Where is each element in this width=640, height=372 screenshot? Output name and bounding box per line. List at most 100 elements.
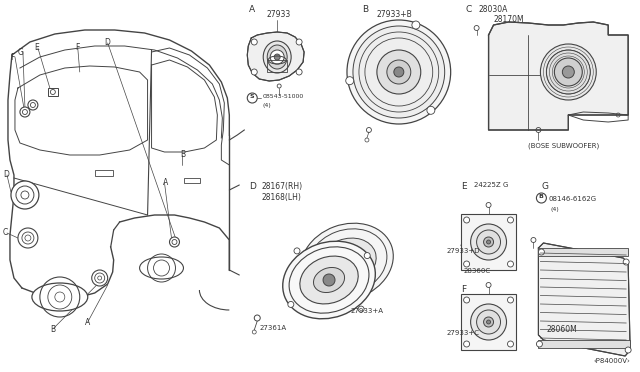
Text: 27933+C: 27933+C — [447, 330, 480, 336]
Circle shape — [254, 315, 260, 321]
Ellipse shape — [268, 45, 287, 69]
Circle shape — [427, 106, 435, 114]
Polygon shape — [247, 32, 304, 81]
Text: B: B — [50, 325, 55, 334]
Circle shape — [486, 320, 490, 324]
Text: C: C — [466, 5, 472, 14]
Polygon shape — [538, 243, 630, 356]
Polygon shape — [488, 22, 628, 130]
Ellipse shape — [332, 250, 362, 275]
Text: 28167(RH): 28167(RH) — [261, 182, 302, 191]
Text: 27933+B: 27933+B — [377, 10, 413, 19]
Circle shape — [288, 301, 294, 307]
Text: 28168(LH): 28168(LH) — [261, 193, 301, 202]
Text: B: B — [538, 194, 543, 199]
Text: D: D — [3, 170, 9, 179]
Text: (BOSE SUBWOOFER): (BOSE SUBWOOFER) — [529, 142, 600, 148]
Text: 27933: 27933 — [266, 10, 291, 19]
Text: (4): (4) — [262, 103, 271, 108]
Circle shape — [463, 261, 470, 267]
Circle shape — [294, 248, 300, 254]
Circle shape — [538, 249, 545, 255]
Text: E: E — [34, 43, 38, 52]
Text: S: S — [249, 94, 254, 99]
Text: 27933+A: 27933+A — [351, 308, 384, 314]
Text: C: C — [3, 228, 8, 237]
Bar — [48, 88, 58, 96]
Text: B: B — [362, 5, 368, 14]
Circle shape — [508, 217, 513, 223]
Text: (4): (4) — [550, 207, 559, 212]
Circle shape — [20, 107, 30, 117]
Ellipse shape — [300, 256, 358, 304]
Circle shape — [508, 297, 513, 303]
Circle shape — [470, 224, 506, 260]
Circle shape — [463, 217, 470, 223]
Circle shape — [412, 21, 420, 29]
Circle shape — [11, 181, 39, 209]
Circle shape — [540, 44, 596, 100]
Text: G: G — [18, 48, 24, 57]
Text: 08146-6162G: 08146-6162G — [548, 196, 596, 202]
Circle shape — [623, 259, 629, 265]
Circle shape — [252, 39, 257, 45]
Text: F: F — [461, 285, 466, 294]
Circle shape — [508, 261, 513, 267]
Text: D: D — [249, 182, 256, 191]
Circle shape — [547, 50, 590, 94]
Circle shape — [358, 306, 364, 312]
Text: 27933+D: 27933+D — [447, 248, 480, 254]
Circle shape — [346, 77, 354, 85]
Circle shape — [484, 237, 493, 247]
Circle shape — [353, 26, 445, 118]
Text: G: G — [541, 182, 548, 191]
Text: F: F — [75, 43, 79, 52]
Circle shape — [296, 69, 302, 75]
Bar — [268, 60, 287, 72]
Circle shape — [536, 341, 543, 347]
Circle shape — [18, 228, 38, 248]
Text: 27361A: 27361A — [259, 325, 286, 331]
Circle shape — [477, 230, 500, 254]
Circle shape — [470, 304, 506, 340]
Circle shape — [364, 253, 370, 259]
Circle shape — [463, 341, 470, 347]
Circle shape — [170, 237, 179, 247]
Bar — [95, 170, 113, 176]
Circle shape — [296, 39, 302, 45]
Circle shape — [323, 274, 335, 286]
Bar — [538, 248, 628, 256]
Circle shape — [477, 310, 500, 334]
Bar — [461, 294, 516, 350]
Circle shape — [536, 193, 547, 203]
Circle shape — [484, 317, 493, 327]
Text: A: A — [249, 5, 255, 14]
Text: ‹P84000V›: ‹P84000V› — [593, 358, 630, 364]
Bar — [538, 340, 630, 348]
Circle shape — [341, 256, 353, 268]
Circle shape — [463, 297, 470, 303]
Text: 24225Z G: 24225Z G — [474, 182, 508, 188]
Text: 28360C: 28360C — [463, 268, 491, 274]
Circle shape — [247, 93, 257, 103]
Circle shape — [92, 270, 108, 286]
Circle shape — [270, 50, 284, 64]
Text: F: F — [10, 53, 14, 62]
Text: A: A — [163, 178, 168, 187]
Circle shape — [274, 54, 280, 60]
Circle shape — [394, 67, 404, 77]
Text: 28060M: 28060M — [547, 325, 577, 334]
Ellipse shape — [318, 238, 376, 286]
Text: A: A — [84, 318, 90, 327]
Circle shape — [486, 240, 490, 244]
Text: 28030A: 28030A — [479, 5, 508, 14]
Text: D: D — [105, 38, 111, 47]
Circle shape — [28, 100, 38, 110]
Circle shape — [563, 66, 574, 78]
Text: 28170M: 28170M — [493, 15, 524, 24]
Ellipse shape — [32, 283, 88, 311]
Bar — [461, 214, 516, 270]
Text: B: B — [180, 150, 186, 159]
Circle shape — [554, 58, 582, 86]
Ellipse shape — [140, 257, 184, 279]
